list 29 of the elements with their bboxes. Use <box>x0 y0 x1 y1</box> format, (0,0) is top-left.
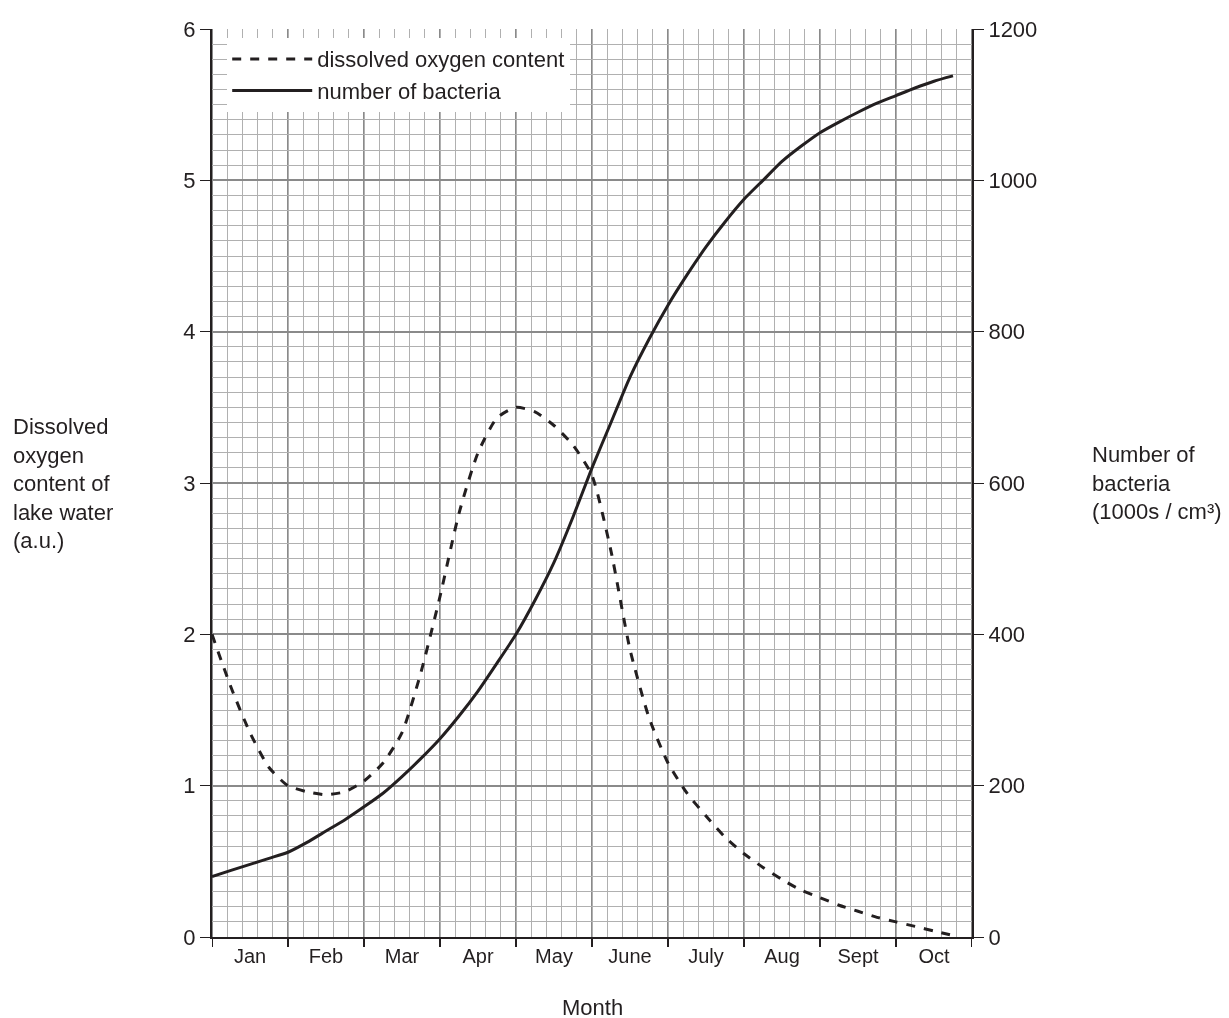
y2-tick-label: 0 <box>988 924 1001 950</box>
y-axis-title: Dissolved oxygen content of lake water (a.u.) <box>13 414 114 554</box>
x-tick-label: Oct <box>918 945 950 967</box>
x-axis-title: Month <box>562 995 624 1018</box>
x-tick-label: July <box>688 945 724 967</box>
y2-tick-label: 1200 <box>988 16 1038 42</box>
x-tick-label: Jan <box>233 945 267 967</box>
x-tick-label: Sept <box>837 945 880 967</box>
y2-tick-label: 400 <box>988 622 1026 648</box>
legend-label: dissolved oxygen content <box>317 47 565 73</box>
y-tick-label: 0 <box>183 924 196 950</box>
x-tick-label: Aug <box>764 945 800 967</box>
y-tick-label: 5 <box>183 168 196 194</box>
y2-tick-label: 1000 <box>988 168 1038 194</box>
y-tick-label: 6 <box>183 16 196 42</box>
y2-axis-title: Number of bacteria (1000s / cm³) <box>1092 442 1222 525</box>
y2-tick-label: 600 <box>988 470 1026 496</box>
y2-tick-label: 800 <box>988 319 1026 345</box>
x-tick-label: Mar <box>384 945 420 967</box>
x-tick-label: Apr <box>462 945 494 967</box>
x-tick-label: June <box>608 945 652 967</box>
x-tick-label: Feb <box>308 945 344 967</box>
y-tick-label: 4 <box>183 319 196 345</box>
legend-label: number of bacteria <box>317 79 502 105</box>
y-tick-label: 3 <box>183 470 196 496</box>
y-tick-label: 2 <box>183 622 196 648</box>
y-tick-label: 1 <box>183 773 196 799</box>
y2-tick-label: 200 <box>988 773 1026 799</box>
x-tick-label: May <box>535 945 573 967</box>
